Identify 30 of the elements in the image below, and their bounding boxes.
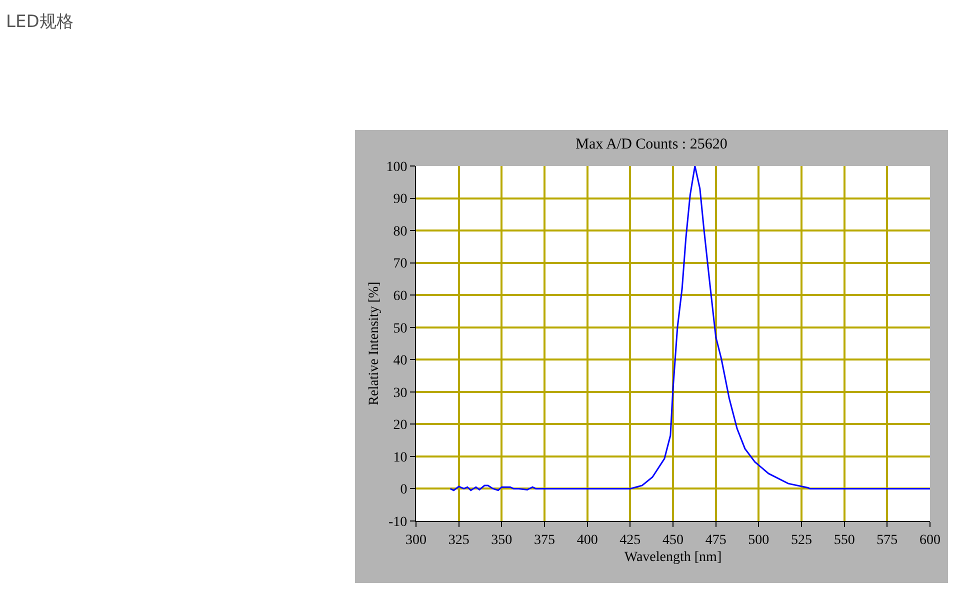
y-tick-label: 10 (393, 450, 408, 466)
x-tick-label: 525 (791, 532, 812, 548)
x-tick-label: 500 (748, 532, 770, 548)
x-tick-label: 350 (491, 532, 512, 548)
x-tick-label: 550 (834, 532, 855, 548)
x-axis-title: Wavelength [nm] (624, 550, 722, 566)
x-tick-label: 575 (876, 532, 898, 548)
y-tick-label: 60 (393, 288, 408, 304)
y-tick-label: -10 (388, 514, 408, 530)
x-tick-label: 600 (920, 532, 940, 548)
x-tick-label: 475 (705, 532, 726, 548)
x-tick-label: 450 (662, 532, 684, 548)
line-series (450, 166, 930, 492)
x-tick-label: 375 (534, 532, 555, 548)
x-tick-label: 325 (448, 532, 470, 548)
x-tick-label: 425 (620, 532, 641, 548)
y-tick-label: 80 (393, 224, 408, 240)
x-tick-label: 400 (576, 532, 598, 548)
chart-subtitle: Max A/D Counts : 25620 (576, 136, 728, 152)
y-axis-title: Relative Intensity [%] (366, 282, 382, 406)
y-tick-label: 70 (393, 256, 408, 272)
text: LED规格 (6, 11, 74, 33)
x-tick-label: 300 (406, 532, 426, 548)
y-tick-label: 40 (393, 354, 408, 369)
y-tick-label: 30 (393, 386, 408, 401)
y-tick-label: 100 (386, 160, 408, 175)
y-tick-label: 0 (400, 482, 408, 498)
y-tick-label: 20 (393, 418, 408, 434)
y-tick-label: 90 (393, 192, 408, 208)
y-tick-label: 50 (393, 321, 408, 336)
